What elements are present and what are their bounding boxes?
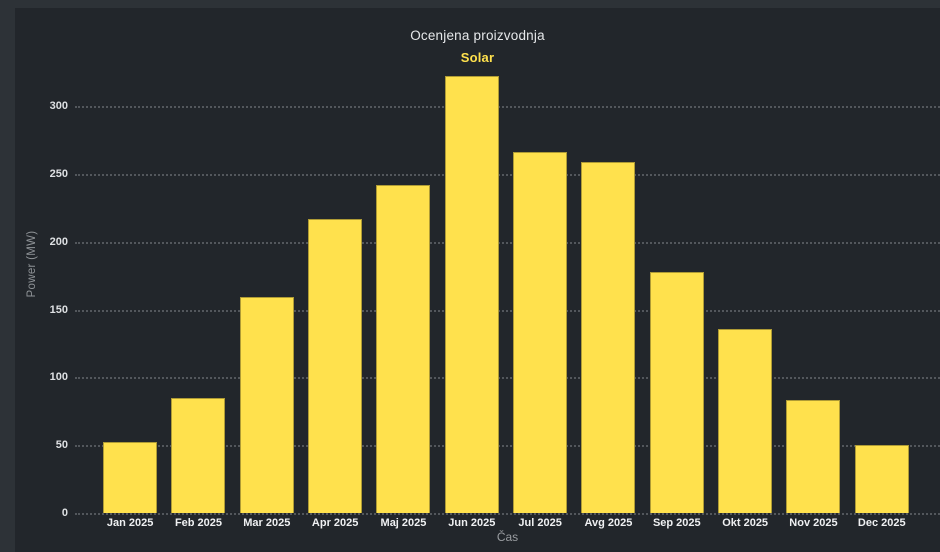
gridline-200: [75, 241, 940, 244]
bar-nov-2025[interactable]: [786, 400, 841, 513]
bar-apr-2025[interactable]: [308, 218, 363, 513]
bar-maj-2025[interactable]: [376, 184, 431, 513]
y-tick-label-50: 50: [55, 439, 68, 452]
bar-jul-2025[interactable]: [513, 152, 568, 513]
gridline-50: [75, 445, 940, 448]
x-axis-title: Čas: [496, 530, 519, 544]
gridline-0: [75, 513, 940, 515]
x-tick-label-apr-2025: Apr 2025: [311, 517, 359, 529]
gridline-100: [75, 377, 940, 380]
y-tick-label-150: 150: [49, 303, 68, 316]
bar-okt-2025[interactable]: [718, 328, 773, 513]
gridline-250: [75, 174, 940, 176]
x-tick-label-okt-2025: Okt 2025: [722, 517, 769, 529]
bar-jun-2025[interactable]: [444, 76, 499, 513]
x-tick-label-feb-2025: Feb 2025: [174, 517, 223, 529]
x-tick-label-avg-2025: Avg 2025: [584, 517, 633, 529]
bar-jan-2025[interactable]: [103, 442, 158, 513]
bar-sep-2025[interactable]: [649, 271, 704, 513]
x-tick-label-jan-2025: Jan 2025: [106, 517, 154, 529]
y-tick-label-100: 100: [49, 371, 68, 384]
bar-dec-2025[interactable]: [854, 445, 909, 513]
x-tick-label-jul-2025: Jul 2025: [518, 517, 562, 529]
y-tick-label-300: 300: [49, 100, 68, 113]
gridline-300: [75, 106, 940, 109]
bar-mar-2025[interactable]: [239, 297, 294, 513]
y-tick-label-200: 200: [49, 235, 68, 248]
y-tick-label-250: 250: [49, 168, 68, 180]
x-tick-label-sep-2025: Sep 2025: [652, 517, 701, 529]
plot-area: 0 50 100 150 200 250 300 Jan 2025 Feb 2025 Mar 20…: [15, 8, 940, 552]
legend-item-solar[interactable]: Solar: [460, 50, 495, 65]
y-tick-label-0: 0: [61, 507, 68, 519]
legend: Solar: [15, 49, 940, 67]
bar-feb-2025[interactable]: [171, 397, 226, 513]
gridline-150: [75, 309, 940, 312]
x-tick-label-jun-2025: Jun 2025: [448, 517, 496, 529]
x-tick-label-mar-2025: Mar 2025: [243, 517, 291, 529]
x-tick-label-dec-2025: Dec 2025: [857, 517, 906, 529]
bar-avg-2025[interactable]: [581, 161, 636, 513]
x-tick-label-nov-2025: Nov 2025: [789, 517, 838, 529]
x-tick-label-maj-2025: Maj 2025: [380, 517, 427, 529]
chart-title: Ocenjena proizvodnja: [410, 28, 545, 43]
